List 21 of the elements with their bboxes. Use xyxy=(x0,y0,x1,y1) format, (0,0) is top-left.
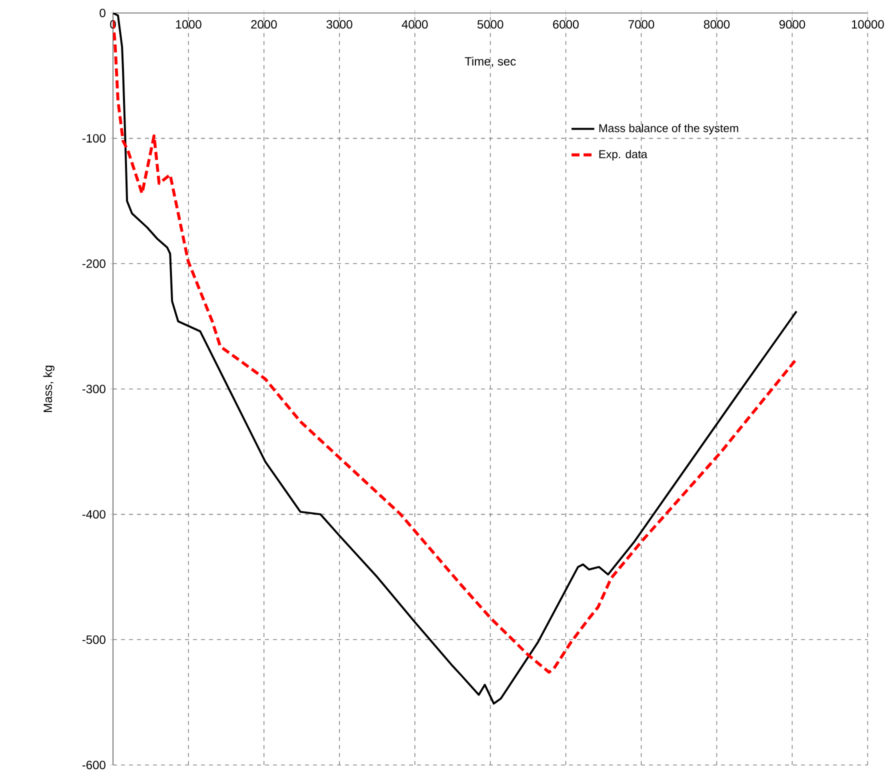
x-tick-label: 10000 xyxy=(852,20,884,29)
legend-label: Exp. data xyxy=(599,150,648,160)
x-axis-title: Time, sec xyxy=(464,56,516,67)
x-tick-label: 7000 xyxy=(628,20,654,29)
x-tick-label: 4000 xyxy=(402,20,428,29)
y-tick-label: -200 xyxy=(82,259,106,268)
x-tick-label: 1000 xyxy=(176,20,202,29)
y-tick-label: -100 xyxy=(82,134,106,143)
legend-label: Mass balance of the system xyxy=(599,124,738,134)
x-tick-label: 9000 xyxy=(779,20,806,29)
y-tick-label: 0 xyxy=(100,8,106,18)
y-tick-label: -300 xyxy=(82,384,106,394)
x-tick-label: 3000 xyxy=(326,20,352,29)
x-tick-label: 2000 xyxy=(251,20,277,29)
y-tick-label: -500 xyxy=(82,635,106,644)
x-tick-label: 5000 xyxy=(477,20,504,29)
x-tick-label: 8000 xyxy=(704,20,730,29)
y-tick-label: -600 xyxy=(82,760,106,770)
x-tick-label: 6000 xyxy=(553,20,579,29)
y-tick-label: -400 xyxy=(82,510,106,519)
y-axis-title: Mass, kg xyxy=(43,366,54,412)
